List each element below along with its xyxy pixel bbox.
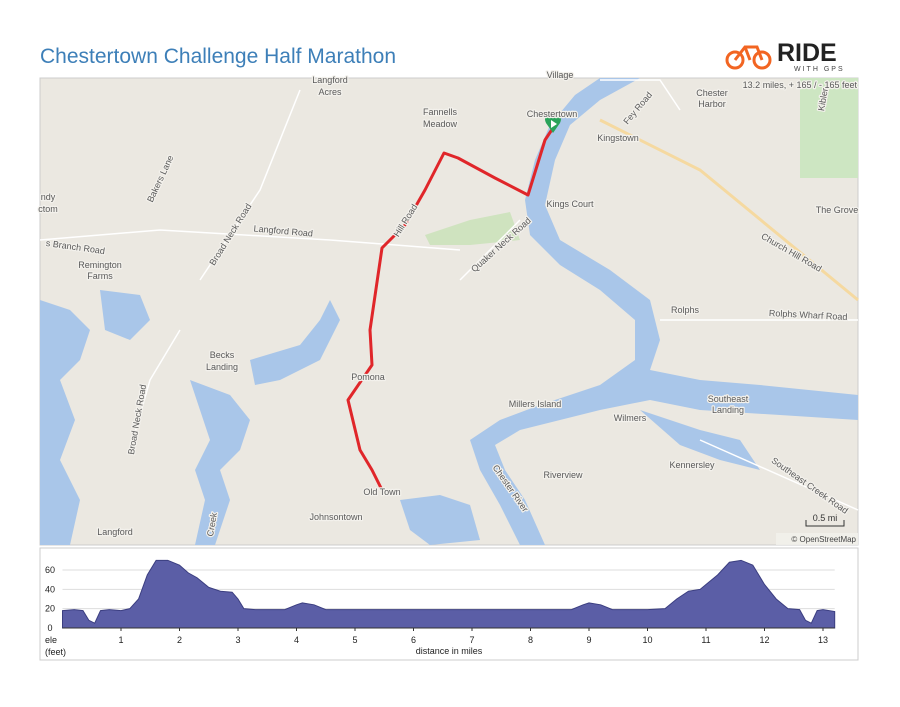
park <box>425 212 520 245</box>
x-tick-label: 13 <box>818 635 828 645</box>
place-label: Langford <box>312 75 348 85</box>
logo: RIDE WITH GPS <box>725 39 845 73</box>
x-tick-label: 2 <box>177 635 182 645</box>
place-label: The Grove <box>816 205 859 215</box>
logo-wheel <box>752 50 772 70</box>
road <box>199 89 301 281</box>
creek <box>400 495 480 545</box>
title: Chestertown Challenge Half Marathon <box>40 45 396 68</box>
place-label: Old Town <box>363 487 400 497</box>
x-tick-label: 5 <box>352 635 357 645</box>
logo-wheel <box>725 50 745 70</box>
y-tick-label: 40 <box>45 584 55 594</box>
road <box>599 118 859 302</box>
place-label: Becks <box>210 350 235 360</box>
y-axis-label: ele <box>45 635 57 645</box>
place-label: Rolphs <box>671 305 700 315</box>
place-label: Johnsontown <box>309 512 362 522</box>
road <box>459 219 521 281</box>
place-label: Chestertown <box>527 109 578 119</box>
place-label: Langford <box>97 527 133 537</box>
place-label: Pomona <box>351 372 385 382</box>
x-tick-label: 10 <box>642 635 652 645</box>
scale-bar <box>805 520 845 527</box>
place-label: Acres <box>318 87 342 97</box>
creek <box>250 300 340 385</box>
map-background <box>39 77 859 546</box>
route-stats: 13.2 miles, + 165 / - 165 feet <box>743 80 858 90</box>
place-label: Wilmers <box>614 413 647 423</box>
attribution-bg <box>776 533 858 545</box>
x-tick-label: 9 <box>586 635 591 645</box>
elevation-area <box>62 559 836 629</box>
road <box>600 79 681 111</box>
road <box>39 229 461 251</box>
x-tick-label: 6 <box>411 635 416 645</box>
x-tick-label: 7 <box>469 635 474 645</box>
start-icon <box>551 120 557 128</box>
place-label: ctom <box>38 204 58 214</box>
place-label: Chester <box>696 88 728 98</box>
logo-sub: WITH GPS <box>794 66 845 73</box>
place-label: Harbor <box>698 99 726 109</box>
x-tick-label: 12 <box>759 635 769 645</box>
road <box>699 439 859 511</box>
map: Village Langford Acres Fannells Meadow Cheste… <box>37 69 860 546</box>
place-label: Meadow <box>423 119 458 129</box>
place-label: Millers Island <box>509 399 562 409</box>
river <box>470 78 858 545</box>
roads <box>39 79 859 511</box>
place-label: Village <box>547 70 574 80</box>
park <box>800 78 858 178</box>
x-tick-label: 8 <box>528 635 533 645</box>
logo-text: RIDE <box>777 39 837 67</box>
y-tick-label: 60 <box>45 565 55 575</box>
x-tick-label: 1 <box>118 635 123 645</box>
x-tick-label: 3 <box>235 635 240 645</box>
y-tick-label: 0 <box>47 623 52 633</box>
place-label: ndy <box>41 192 56 202</box>
place-label: Kingstown <box>597 133 639 143</box>
water <box>40 78 858 545</box>
road <box>129 329 181 451</box>
creek <box>40 300 90 545</box>
place-label: Riverview <box>543 470 583 480</box>
place-label: Landing <box>712 405 744 415</box>
route <box>346 127 555 491</box>
place-label: Kings Court <box>546 199 594 209</box>
scale-label: 0.5 mi <box>813 513 838 523</box>
creek <box>190 380 250 545</box>
x-axis-label: distance in miles <box>416 646 483 656</box>
place-label: Farms <box>87 271 113 281</box>
place-label: Kennersley <box>669 460 715 470</box>
creek <box>100 290 150 340</box>
place-label: Fannells <box>423 107 458 117</box>
y-tick-label: 20 <box>45 604 55 614</box>
place-label: Southeast <box>708 394 749 404</box>
y-axis-unit: (feet) <box>45 647 66 657</box>
place-label: Landing <box>206 362 238 372</box>
attribution: © OpenStreetMap <box>791 535 856 544</box>
place-label: Remington <box>78 260 122 270</box>
x-tick-label: 4 <box>294 635 299 645</box>
x-tick-label: 11 <box>701 635 710 645</box>
logo-frame <box>733 45 764 61</box>
